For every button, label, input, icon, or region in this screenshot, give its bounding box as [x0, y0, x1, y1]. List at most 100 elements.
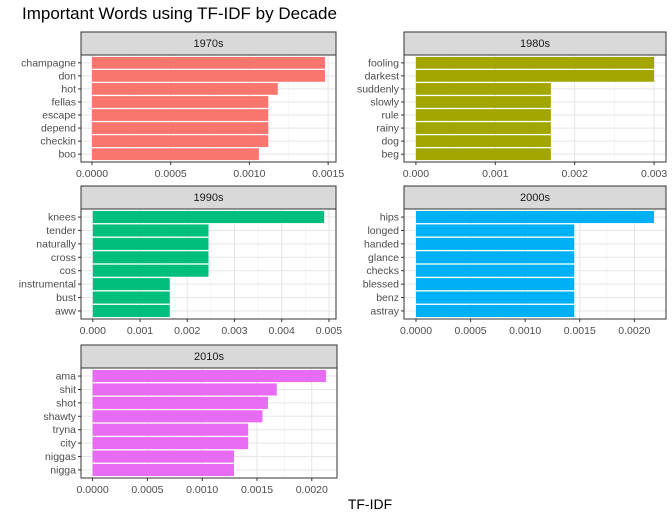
y-tick-label: darkest: [365, 70, 400, 82]
x-axis-label: TF-IDF: [347, 496, 393, 512]
x-tick-label: 0.005: [316, 325, 342, 337]
x-tick-label: 0.0015: [241, 484, 273, 496]
bar-beg: [415, 148, 551, 161]
y-tick-label: slowly: [370, 96, 399, 108]
y-tick-label: benz: [376, 292, 399, 304]
y-tick-label: nigga: [50, 464, 76, 476]
panel-border: [403, 54, 667, 163]
bar-nigga: [92, 463, 234, 476]
y-tick-label: suddenly: [357, 83, 400, 95]
y-tick-label: rainy: [376, 123, 400, 135]
bar-cos: [92, 264, 209, 277]
x-tick-label: 0.0005: [155, 168, 187, 180]
y-tick-label: astray: [370, 305, 399, 317]
x-tick-label: 0.001: [127, 325, 153, 337]
bar-ama: [92, 370, 327, 383]
y-tick-label: depend: [41, 123, 76, 135]
y-tick-label: escape: [42, 110, 76, 122]
y-tick-label: checkin: [40, 136, 76, 148]
bar-don: [92, 70, 325, 82]
y-tick-label: handed: [364, 238, 399, 250]
y-tick-label: bust: [56, 292, 76, 304]
y-tick-label: don: [58, 70, 76, 82]
y-tick-label: aww: [55, 305, 76, 317]
y-tick-label: tryna: [53, 424, 77, 436]
y-tick-label: fellas: [51, 96, 76, 108]
bar-slowly: [415, 96, 551, 108]
bar-fooling: [415, 56, 655, 69]
x-tick-label: 0.000: [80, 325, 106, 337]
bar-darkest: [415, 70, 655, 82]
bar-rule: [415, 109, 551, 121]
bar-longed: [416, 224, 575, 237]
x-tick-label: 0.000: [403, 168, 429, 180]
x-tick-label: 0.0010: [186, 484, 218, 496]
x-tick-label: 0.0005: [455, 325, 487, 337]
x-tick-label: 0.0000: [400, 325, 432, 337]
panel-border: [80, 54, 337, 163]
panel-border: [403, 208, 667, 320]
bar-rainy: [415, 122, 551, 134]
bar-hips: [416, 211, 654, 224]
y-tick-label: shot: [56, 397, 76, 409]
y-tick-label: cos: [60, 265, 76, 277]
y-tick-label: instrumental: [19, 279, 76, 291]
bar-suddenly: [415, 83, 551, 95]
x-tick-label: 0.0005: [131, 484, 163, 496]
y-tick-label: dog: [381, 136, 399, 148]
bar-hot: [92, 83, 278, 95]
chart-title: Important Words using TF-IDF by Decade: [22, 4, 337, 23]
x-tick-label: 0.0015: [312, 168, 344, 180]
bar-checks: [416, 264, 575, 277]
facet-strip-label: 1970s: [194, 38, 224, 50]
bar-niggas: [92, 450, 234, 463]
bar-tryna: [92, 423, 249, 436]
facet-strip-label: 1990s: [194, 192, 224, 204]
bar-champagne: [92, 56, 325, 69]
bar-knees: [92, 211, 325, 224]
bar-city: [92, 437, 249, 450]
bar-shot: [92, 396, 268, 409]
x-tick-label: 0.0010: [509, 325, 541, 337]
x-tick-label: 0.0000: [77, 484, 109, 496]
bar-boo: [92, 148, 259, 161]
y-tick-label: hot: [61, 83, 76, 95]
x-tick-label: 0.002: [562, 168, 588, 180]
y-tick-label: beg: [381, 149, 399, 161]
y-tick-label: knees: [48, 212, 76, 224]
bar-handed: [416, 237, 575, 250]
y-tick-label: naturally: [36, 238, 76, 250]
bar-astray: [416, 304, 575, 317]
bar-glance: [416, 251, 575, 264]
y-tick-label: checks: [366, 265, 399, 277]
bar-benz: [416, 291, 575, 304]
bar-bust: [92, 291, 170, 304]
bar-cross: [92, 251, 209, 264]
x-tick-label: 0.0015: [564, 325, 596, 337]
x-tick-label: 0.003: [641, 168, 667, 180]
bar-shit: [92, 383, 277, 396]
x-tick-label: 0.001: [482, 168, 508, 180]
x-tick-label: 0.003: [221, 325, 247, 337]
x-tick-label: 0.0010: [233, 168, 265, 180]
facet-strip-label: 2000s: [520, 192, 550, 204]
y-tick-label: glance: [368, 252, 399, 264]
facet-strip-label: 1980s: [520, 38, 550, 50]
y-tick-label: shawty: [43, 411, 76, 423]
x-tick-label: 0.0020: [296, 484, 328, 496]
y-tick-label: champagne: [21, 57, 76, 69]
x-tick-label: 0.0000: [76, 168, 108, 180]
panel-border: [80, 208, 337, 320]
y-tick-label: fooling: [368, 57, 399, 69]
x-tick-label: 0.002: [174, 325, 200, 337]
y-tick-label: hips: [380, 212, 399, 224]
x-tick-label: 0.0020: [618, 325, 650, 337]
y-tick-label: shit: [60, 384, 76, 396]
y-tick-label: ama: [56, 371, 77, 383]
